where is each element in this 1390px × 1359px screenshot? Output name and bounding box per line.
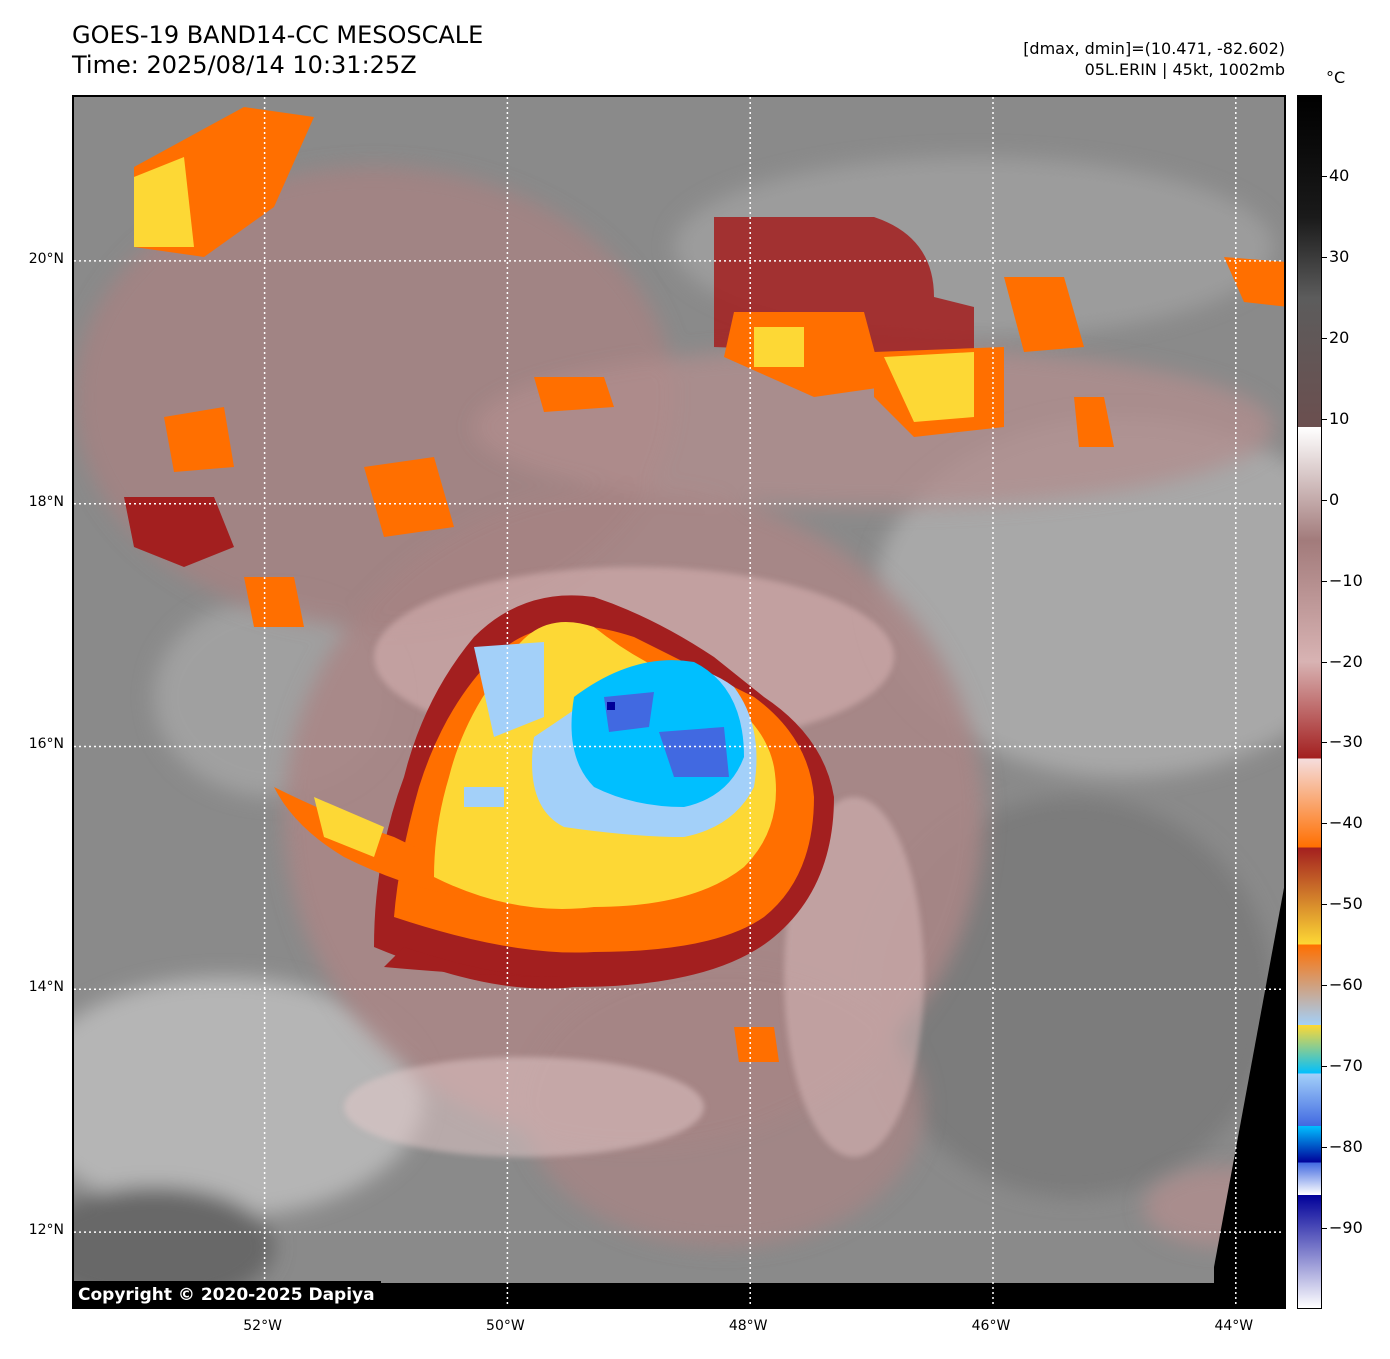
colorbar-tick-mark (1322, 823, 1327, 825)
satellite-map (72, 95, 1286, 1309)
satellite-imagery (74, 97, 1284, 1307)
longitude-label: 44°W (1214, 1318, 1254, 1334)
colorbar-tick-label: −80 (1329, 1137, 1363, 1157)
cloud-top-core (571, 660, 744, 807)
colorbar-tick-mark (1322, 337, 1327, 339)
colorbar-tick-mark (1322, 256, 1327, 258)
colorbar-tick-label: 0 (1329, 489, 1340, 509)
no-data-region (1214, 887, 1284, 1307)
latitude-label: 12°N (28, 1222, 64, 1239)
colorbar-tick-label: −50 (1329, 894, 1363, 914)
colorbar-tick-mark (1322, 499, 1327, 501)
colorbar (1297, 95, 1322, 1309)
colorbar-tick-label: −10 (1329, 570, 1363, 590)
dmax-dmin-readout: [dmax, dmin]=(10.471, -82.602) (1023, 39, 1285, 58)
colorbar-tick-mark (1322, 1228, 1327, 1230)
colorbar-tick-label: 10 (1329, 408, 1350, 428)
colorbar-tick-mark (1322, 985, 1327, 987)
title-block: GOES-19 BAND14-CC MESOSCALE Time: 2025/0… (72, 20, 483, 80)
latitude-label: 20°N (28, 250, 64, 267)
colorbar-tick-label: 40 (1329, 165, 1350, 185)
longitude-label: 52°W (243, 1318, 282, 1334)
colorbar-tick-mark (1322, 742, 1327, 744)
longitude-label: 48°W (728, 1318, 768, 1334)
colorbar-tick-mark (1322, 661, 1327, 663)
colorbar-tick-label: −90 (1329, 1218, 1363, 1238)
longitude-label: 46°W (971, 1318, 1011, 1334)
colorbar-tick-label: −60 (1329, 975, 1363, 995)
colorbar-tick-label: −20 (1329, 651, 1363, 671)
colorbar-tick-mark (1322, 175, 1327, 177)
latitude-label: 16°N (28, 736, 64, 753)
copyright-notice: Copyright © 2020-2025 Dapiya (72, 1281, 381, 1309)
colorbar-unit: °C (1326, 68, 1346, 87)
colorbar-tick-mark (1322, 580, 1327, 582)
latitude-label: 14°N (28, 979, 64, 996)
colorbar-tick-mark (1322, 904, 1327, 906)
longitude-label: 50°W (486, 1318, 525, 1334)
gridlines (74, 97, 1284, 1307)
image-time: Time: 2025/08/14 10:31:25Z (72, 51, 417, 79)
colorbar-tick-mark (1322, 418, 1327, 420)
colorbar-tick-label: 20 (1329, 327, 1350, 347)
colorbar-tick-mark (1322, 1066, 1327, 1068)
latitude-label: 18°N (28, 493, 64, 510)
info-block: [dmax, dmin]=(10.471, -82.602) 05L.ERIN … (1023, 38, 1285, 80)
colorbar-tick-mark (1322, 1147, 1327, 1149)
storm-info: 05L.ERIN | 45kt, 1002mb (1084, 60, 1285, 79)
colorbar-tick-label: −40 (1329, 813, 1363, 833)
colorbar-tick-label: −70 (1329, 1056, 1363, 1076)
image-title: GOES-19 BAND14-CC MESOSCALE (72, 21, 484, 49)
colorbar-tick-label: −30 (1329, 732, 1363, 752)
colorbar-tick-label: 30 (1329, 246, 1350, 266)
